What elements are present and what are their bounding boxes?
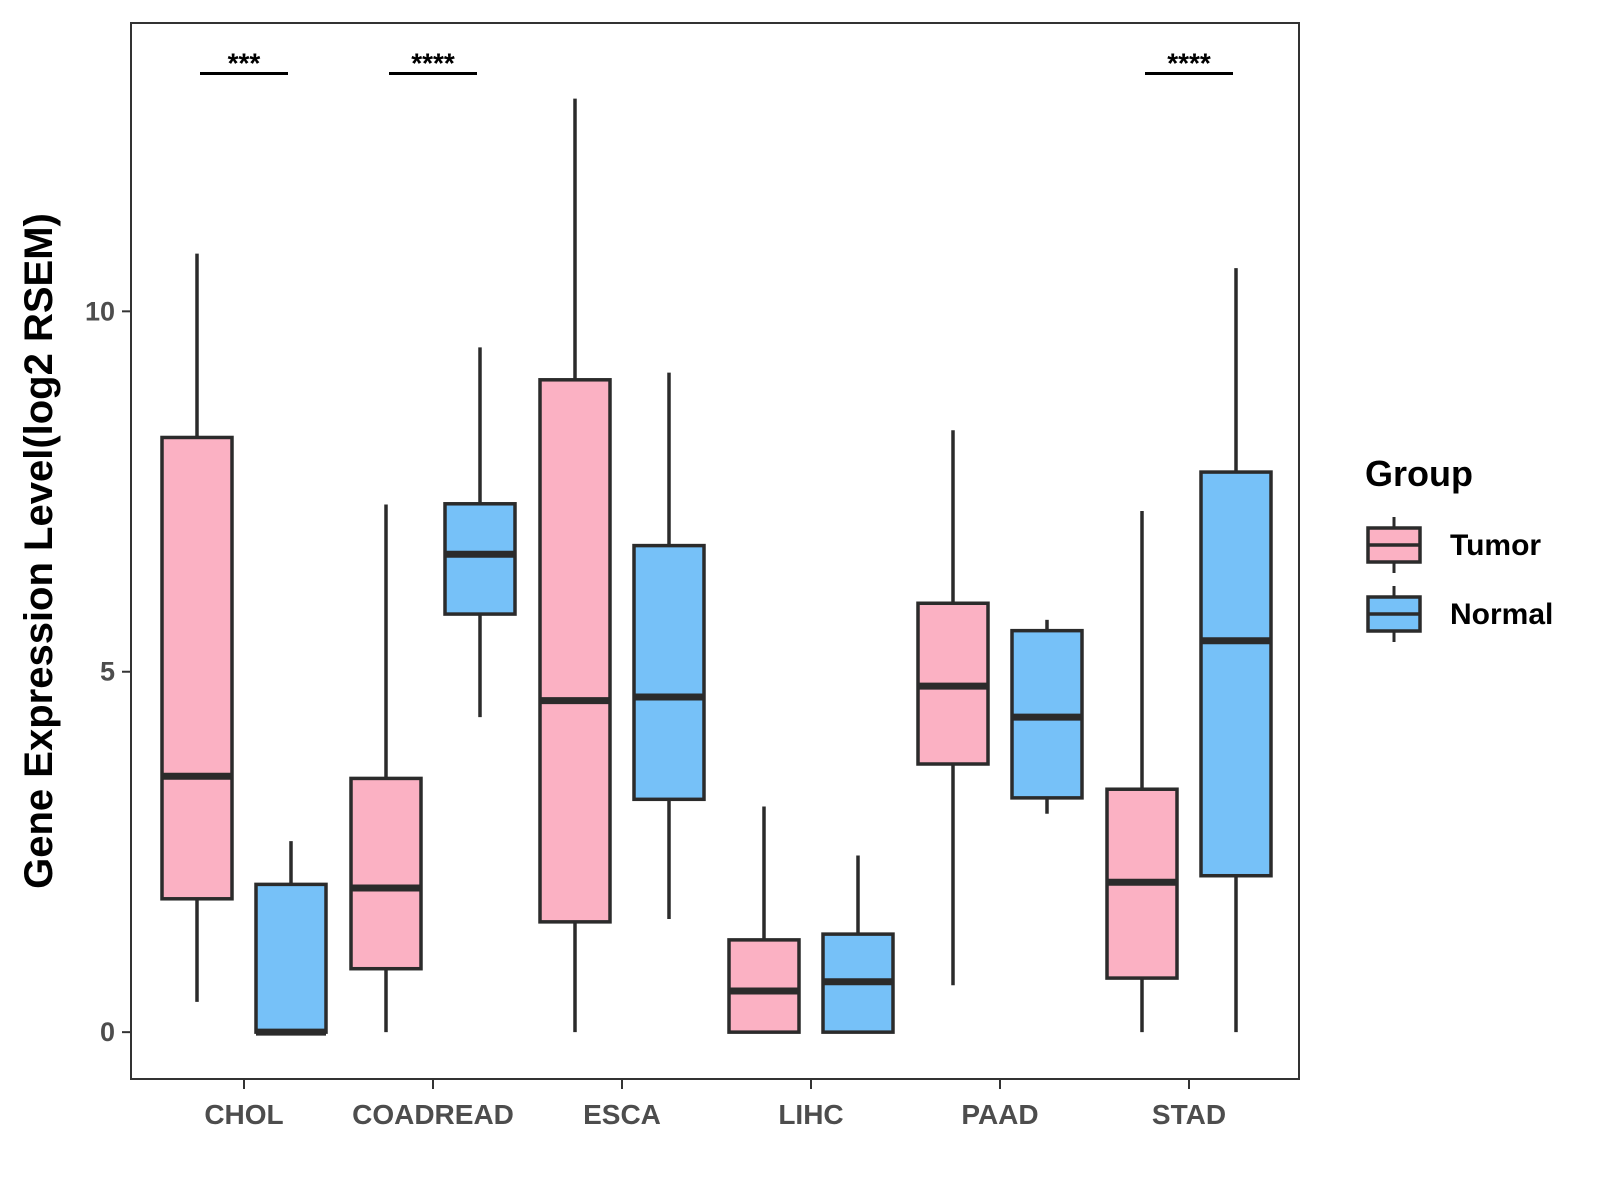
legend-title: Group: [1365, 453, 1473, 494]
box-tumor-chol: [160, 253, 234, 1002]
box-body: [1199, 470, 1273, 878]
significance-label: ****: [1167, 47, 1211, 78]
box-body: [443, 502, 517, 616]
plot-panel-border: [130, 22, 1300, 1080]
significance-label: ***: [228, 47, 261, 78]
box-tumor-lihc: [727, 806, 801, 1034]
legend-item-normal: Normal: [1366, 586, 1553, 642]
box-normal-esca: [632, 372, 706, 919]
legend-label-normal: Normal: [1450, 598, 1553, 631]
box-body: [538, 378, 612, 924]
box-body: [727, 938, 801, 1034]
box-tumor-stad: [1105, 510, 1179, 1033]
x-tick-label: COADREAD: [352, 1099, 514, 1130]
x-tick-label: LIHC: [778, 1099, 843, 1130]
x-tick-label: CHOL: [204, 1099, 283, 1130]
box-body: [349, 776, 423, 971]
box-tumor-coadread: [349, 504, 423, 1033]
box-normal-chol: [254, 841, 328, 1036]
legend-label-tumor: Tumor: [1450, 529, 1541, 562]
significance-label: ****: [411, 47, 455, 78]
box-normal-stad: [1199, 268, 1273, 1033]
significance-chol: ***: [200, 47, 288, 78]
x-tick-label: STAD: [1152, 1099, 1226, 1130]
y-tick-label: 10: [85, 296, 115, 326]
box-tumor-esca: [538, 98, 612, 1033]
significance-coadread: ****: [389, 47, 477, 78]
box-body: [254, 882, 328, 1034]
significance-stad: ****: [1145, 47, 1233, 78]
box-tumor-paad: [916, 430, 990, 986]
legend-item-tumor: Tumor: [1366, 517, 1541, 573]
x-tick-label: PAAD: [961, 1099, 1038, 1130]
box-normal-coadread: [443, 347, 517, 718]
box-normal-paad: [1010, 619, 1084, 814]
box-body: [632, 543, 706, 802]
box-body: [160, 435, 234, 901]
legend: Group Tumor Normal: [1365, 453, 1553, 642]
y-tick-label: 5: [100, 657, 115, 687]
y-tick-label: 0: [100, 1017, 115, 1047]
box-normal-lihc: [821, 855, 895, 1034]
x-tick-label: ESCA: [583, 1099, 661, 1130]
y-axis-title: Gene Expression Level(log2 RSEM): [17, 213, 61, 889]
